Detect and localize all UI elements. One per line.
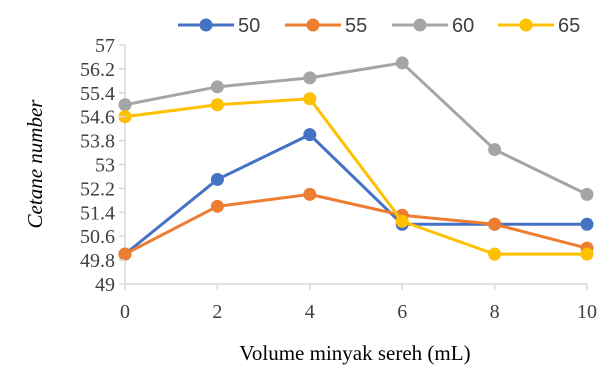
legend-marker (306, 18, 320, 32)
legend: 50 55 60 65 (178, 15, 580, 37)
data-point (488, 247, 502, 261)
data-point (580, 247, 594, 261)
y-tick-label: 57 (95, 35, 115, 57)
legend-label: 50 (238, 15, 260, 37)
legend-item-60: 60 (392, 15, 474, 37)
legend-item-55: 55 (285, 15, 367, 37)
data-point (303, 128, 317, 142)
series-line (124, 97, 587, 256)
x-axis-title: Volume minyak sereh (mL) (239, 341, 470, 365)
y-tick-label: 55.4 (80, 83, 115, 105)
x-tick-label: 4 (305, 301, 315, 323)
y-tick-label: 49 (95, 274, 115, 296)
plot-area (118, 45, 594, 285)
y-axis-title: Cetane number (23, 99, 47, 229)
data-point (395, 56, 409, 70)
data-point (210, 98, 224, 112)
data-point (580, 217, 594, 231)
data-point (303, 187, 317, 201)
x-axis-ticks: 0 2 4 6 8 10 (120, 284, 597, 323)
legend-label: 55 (345, 15, 367, 37)
legend-marker (413, 18, 427, 32)
series-line (124, 133, 587, 256)
y-tick-label: 56.2 (80, 59, 115, 81)
x-tick-label: 2 (212, 301, 222, 323)
series-line (124, 61, 588, 196)
y-tick-label: 53.8 (80, 131, 115, 153)
data-point (118, 247, 132, 261)
x-tick-label: 8 (490, 301, 500, 323)
y-tick-label: 49.8 (80, 250, 115, 272)
legend-label: 65 (558, 15, 580, 37)
series-65 (118, 92, 594, 261)
x-tick-label: 10 (577, 301, 597, 323)
series-50 (118, 128, 594, 261)
data-point (210, 80, 224, 94)
data-point (303, 71, 317, 85)
y-tick-label: 51.4 (80, 202, 115, 224)
data-point (303, 92, 317, 106)
data-point (210, 199, 224, 213)
legend-marker (519, 18, 533, 32)
data-point (210, 172, 224, 186)
x-tick-label: 6 (397, 301, 407, 323)
data-point (488, 143, 502, 157)
data-point (118, 98, 132, 112)
legend-marker (199, 18, 213, 32)
series-60 (118, 56, 594, 201)
data-point (488, 217, 502, 231)
y-tick-label: 50.6 (80, 226, 115, 248)
x-tick-label: 0 (120, 301, 130, 323)
data-point (395, 214, 409, 228)
y-tick-label: 54.6 (80, 107, 115, 129)
legend-item-65: 65 (498, 15, 580, 37)
y-tick-label: 53 (95, 155, 115, 177)
data-point (580, 187, 594, 201)
legend-label: 60 (452, 15, 474, 37)
y-tick-label: 52.2 (80, 178, 115, 200)
series-line (124, 192, 588, 256)
legend-item-50: 50 (178, 15, 260, 37)
